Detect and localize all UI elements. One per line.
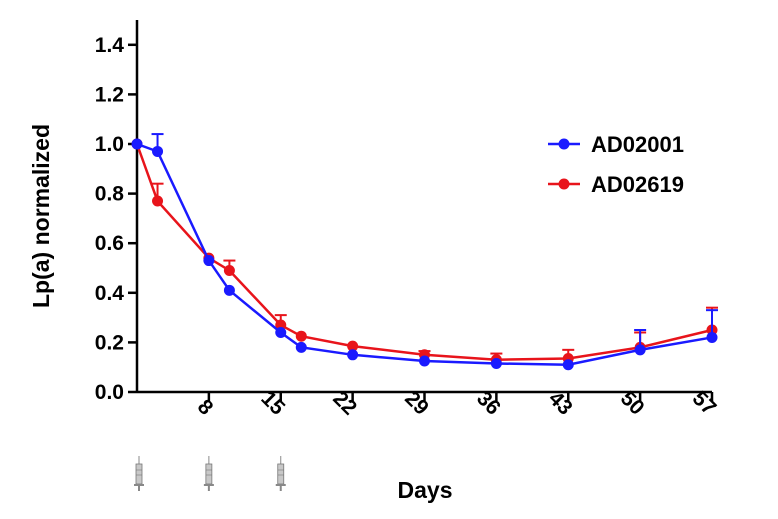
legend: AD02001 AD02619 xyxy=(548,132,684,197)
syringe-barrel xyxy=(205,463,213,485)
y-tick-label: 1.0 xyxy=(95,133,124,156)
data-point xyxy=(152,195,164,207)
syringe-icon xyxy=(203,456,214,491)
data-point xyxy=(203,255,215,267)
syringe-plunger xyxy=(279,486,282,491)
y-tick-label: 1.4 xyxy=(95,34,125,57)
y-tick-label: 0.2 xyxy=(95,331,124,354)
data-point xyxy=(347,340,359,352)
series-line xyxy=(135,143,713,362)
data-point xyxy=(275,326,287,338)
syringe-flange xyxy=(275,484,286,486)
series-line xyxy=(136,142,713,366)
legend-label: AD02619 xyxy=(591,172,684,197)
y-tick-label: 0.4 xyxy=(95,282,125,305)
data-point xyxy=(706,331,718,343)
y-tick-label: 0.8 xyxy=(95,183,125,206)
y-tick-label: 0.0 xyxy=(95,381,124,404)
y-axis-title: Lp(a) normalized xyxy=(28,124,54,308)
x-axis-title: Days xyxy=(398,477,453,503)
syringe-flange xyxy=(203,484,214,486)
data-point xyxy=(490,357,502,369)
syringe-flange xyxy=(134,484,144,486)
syringe-barrel xyxy=(277,463,285,485)
data-point xyxy=(131,138,143,150)
data-point xyxy=(295,330,307,342)
axes xyxy=(135,20,712,394)
legend-marker xyxy=(558,178,570,190)
dosing-markers xyxy=(134,456,286,491)
data-point xyxy=(295,341,307,353)
series-layer xyxy=(131,133,718,371)
x-tick-label: 8 xyxy=(193,395,218,420)
data-point xyxy=(419,355,430,367)
syringe-barrel xyxy=(135,463,143,485)
data-point xyxy=(634,344,646,356)
data-point xyxy=(562,359,574,371)
syringe-icon xyxy=(134,456,144,491)
series-AD02001 xyxy=(131,133,718,371)
data-point xyxy=(223,264,235,276)
data-point xyxy=(152,145,164,157)
y-tick-label: 1.2 xyxy=(95,83,124,106)
legend-marker xyxy=(558,138,570,150)
y-tick-label: 0.6 xyxy=(95,232,124,255)
syringe-icon xyxy=(275,456,286,491)
y-axis-ticks: 0.0 0.2 0.4 0.6 0.8 1.0 1.2 1.4 xyxy=(95,34,137,404)
data-point xyxy=(347,349,359,361)
legend-label: AD02001 xyxy=(591,132,684,157)
syringe-plunger xyxy=(207,486,210,491)
data-point xyxy=(223,284,235,296)
syringe-plunger xyxy=(138,486,140,491)
